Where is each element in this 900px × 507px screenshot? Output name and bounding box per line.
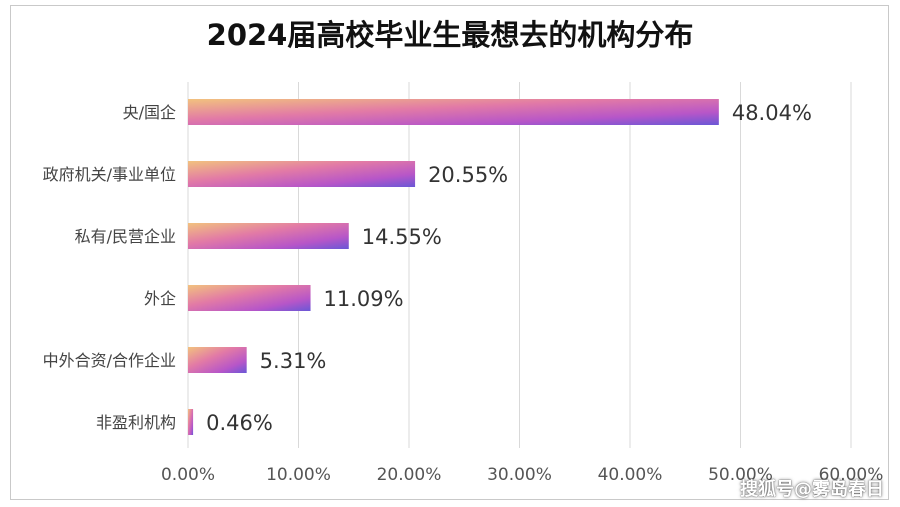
category-label: 非盈利机构 — [96, 413, 176, 432]
category-label: 私有/民营企业 — [75, 227, 176, 246]
value-label: 20.55% — [428, 163, 508, 187]
labels: 0.00% 10.00% 20.00% 30.00% 40.00% 50.00% 60.00… — [43, 101, 884, 485]
category-label: 政府机关/事业单位 — [43, 165, 176, 184]
value-label: 5.31% — [260, 349, 327, 373]
value-label: 14.55% — [362, 225, 442, 249]
bars — [188, 99, 719, 435]
x-tick-label: 40.00% — [598, 465, 663, 485]
x-tick-label: 10.00% — [266, 465, 331, 485]
grid-lines — [187, 82, 852, 448]
category-label: 央/国企 — [123, 103, 176, 122]
category-label: 外企 — [144, 289, 176, 308]
bar — [188, 285, 311, 311]
x-tick-label: 60.00% — [819, 465, 884, 485]
bar — [188, 161, 416, 187]
chart-frame — [10, 5, 889, 500]
x-tick-label: 0.00% — [161, 465, 215, 485]
category-label: 中外合资/合作企业 — [43, 351, 176, 370]
chart-title: 2024届高校毕业生最想去的机构分布 — [206, 18, 694, 52]
x-tick-label: 50.00% — [708, 465, 773, 485]
value-label: 11.09% — [324, 287, 404, 311]
x-tick-label: 30.00% — [487, 465, 552, 485]
watermark: 搜狐号@雾岛春日 — [740, 479, 884, 500]
x-tick-label: 20.00% — [377, 465, 442, 485]
value-label: 48.04% — [732, 101, 812, 125]
bar — [188, 99, 719, 125]
bar — [188, 223, 349, 249]
bar — [188, 409, 194, 435]
bar — [188, 347, 247, 373]
value-label: 0.46% — [206, 411, 273, 435]
